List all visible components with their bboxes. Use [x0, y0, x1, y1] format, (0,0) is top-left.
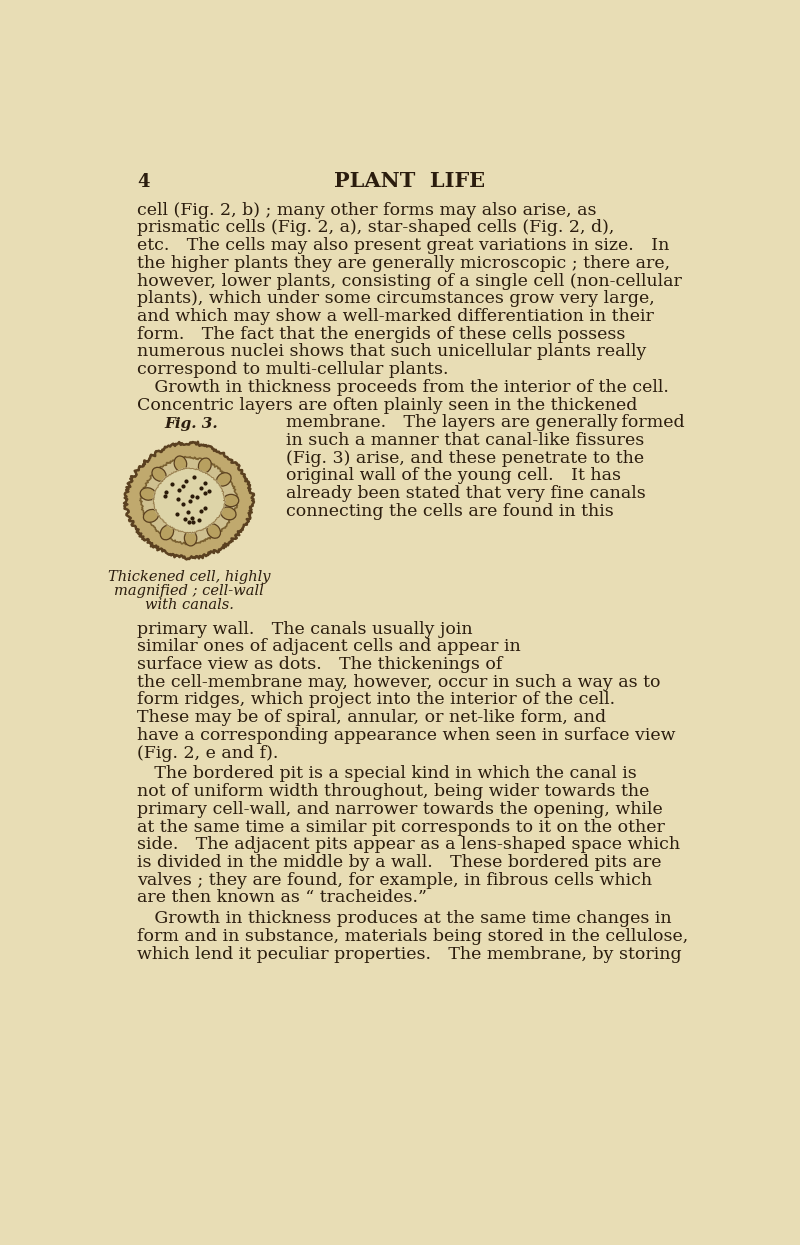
Ellipse shape [223, 494, 238, 507]
Text: primary cell-wall, and narrower towards the opening, while: primary cell-wall, and narrower towards … [138, 801, 663, 818]
Text: cell (Fig. 2, b) ; many other forms may also arise, as: cell (Fig. 2, b) ; many other forms may … [138, 202, 597, 219]
Text: form and in substance, materials being stored in the cellulose,: form and in substance, materials being s… [138, 928, 689, 945]
Text: with canals.: with canals. [145, 598, 234, 611]
Text: magnified ; cell-wall: magnified ; cell-wall [114, 584, 264, 598]
Text: original wall of the young cell. It has: original wall of the young cell. It has [286, 467, 621, 484]
Text: not of uniform width throughout, being wider towards the: not of uniform width throughout, being w… [138, 783, 650, 801]
Text: numerous nuclei shows that such unicellular plants really: numerous nuclei shows that such unicellu… [138, 344, 646, 361]
Ellipse shape [198, 458, 211, 473]
Text: side. The adjacent pits appear as a lens-shaped space which: side. The adjacent pits appear as a lens… [138, 837, 680, 853]
Text: (Fig. 2, e and f).: (Fig. 2, e and f). [138, 745, 278, 762]
Ellipse shape [160, 525, 174, 540]
Text: have a corresponding appearance when seen in surface view: have a corresponding appearance when see… [138, 727, 676, 745]
Text: primary wall. The canals usually join: primary wall. The canals usually join [138, 621, 473, 637]
Text: correspond to multi-cellular plants.: correspond to multi-cellular plants. [138, 361, 449, 378]
Text: the higher plants they are generally microscopic ; there are,: the higher plants they are generally mic… [138, 255, 670, 271]
Text: surface view as dots. The thickenings of: surface view as dots. The thickenings of [138, 656, 502, 674]
Text: membrane. The layers are generally formed: membrane. The layers are generally forme… [286, 415, 685, 431]
Text: prismatic cells (Fig. 2, a), star-shaped cells (Fig. 2, d),: prismatic cells (Fig. 2, a), star-shaped… [138, 219, 614, 237]
Text: Growth in thickness produces at the same time changes in: Growth in thickness produces at the same… [138, 910, 672, 928]
Text: Growth in thickness proceeds from the interior of the cell.: Growth in thickness proceeds from the in… [138, 378, 669, 396]
Ellipse shape [140, 488, 156, 500]
Text: Thickened cell, highly: Thickened cell, highly [108, 570, 270, 584]
Ellipse shape [152, 467, 166, 482]
Text: at the same time a similar pit corresponds to it on the other: at the same time a similar pit correspon… [138, 818, 665, 835]
Text: plants), which under some circumstances grow very large,: plants), which under some circumstances … [138, 290, 655, 308]
Ellipse shape [207, 524, 221, 538]
Text: form ridges, which project into the interior of the cell.: form ridges, which project into the inte… [138, 691, 615, 708]
Text: which lend it peculiar properties. The membrane, by storing: which lend it peculiar properties. The m… [138, 946, 682, 962]
Polygon shape [124, 442, 254, 559]
Ellipse shape [143, 509, 158, 523]
Text: however, lower plants, consisting of a single cell (non-cellular: however, lower plants, consisting of a s… [138, 273, 682, 290]
Text: already been stated that very fine canals: already been stated that very fine canal… [286, 486, 646, 502]
Text: the cell-membrane may, however, occur in such a way as to: the cell-membrane may, however, occur in… [138, 674, 661, 691]
Text: Fig. 3.: Fig. 3. [165, 417, 218, 431]
Text: (Fig. 3) arise, and these penetrate to the: (Fig. 3) arise, and these penetrate to t… [286, 449, 644, 467]
Text: are then known as “ tracheides.”: are then known as “ tracheides.” [138, 889, 427, 906]
Ellipse shape [221, 507, 236, 519]
Text: similar ones of adjacent cells and appear in: similar ones of adjacent cells and appea… [138, 639, 521, 655]
Ellipse shape [184, 530, 197, 545]
Text: These may be of spiral, annular, or net-like form, and: These may be of spiral, annular, or net-… [138, 710, 606, 726]
Text: 4: 4 [138, 173, 150, 190]
Polygon shape [153, 468, 226, 533]
Text: etc. The cells may also present great variations in size. In: etc. The cells may also present great va… [138, 238, 670, 254]
Text: and which may show a well-marked differentiation in their: and which may show a well-marked differe… [138, 308, 654, 325]
Text: Concentric layers are often plainly seen in the thickened: Concentric layers are often plainly seen… [138, 397, 638, 413]
Polygon shape [140, 457, 238, 544]
Ellipse shape [174, 456, 186, 472]
Text: The bordered pit is a special kind in which the canal is: The bordered pit is a special kind in wh… [138, 766, 637, 782]
Text: connecting the cells are found in this: connecting the cells are found in this [286, 503, 614, 520]
Text: form. The fact that the energids of these cells possess: form. The fact that the energids of thes… [138, 326, 626, 342]
Text: PLANT  LIFE: PLANT LIFE [334, 171, 486, 190]
Ellipse shape [217, 473, 231, 486]
Text: in such a manner that canal-like fissures: in such a manner that canal-like fissure… [286, 432, 644, 449]
Text: is divided in the middle by a wall. These bordered pits are: is divided in the middle by a wall. Thes… [138, 854, 662, 871]
Text: valves ; they are found, for example, in fibrous cells which: valves ; they are found, for example, in… [138, 872, 652, 889]
